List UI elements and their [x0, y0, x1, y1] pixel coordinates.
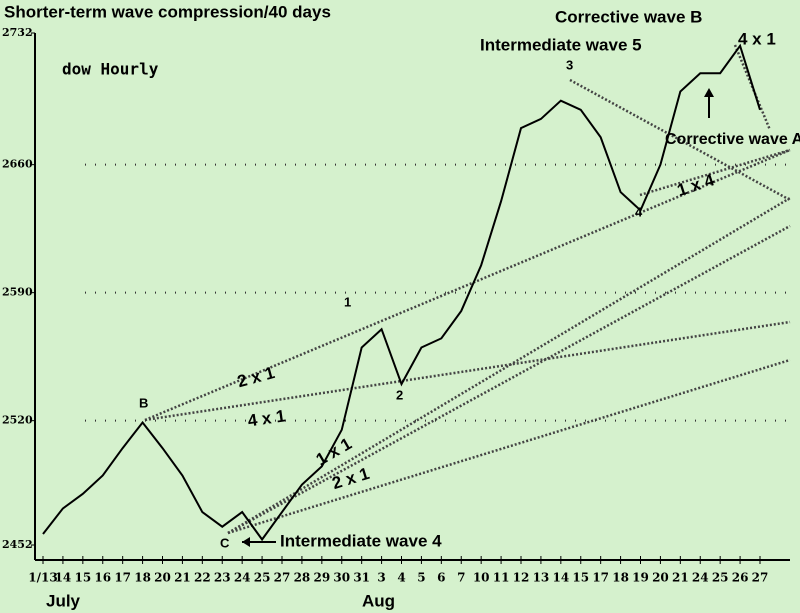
x-tick-label: 26 — [732, 571, 749, 585]
x-tick-label: 19 — [632, 571, 649, 585]
y-tick-label: 2452 — [2, 538, 33, 551]
annotation: Intermediate wave 5 — [480, 35, 642, 54]
wave-label: 4 — [635, 204, 643, 219]
y-tick-label: 2590 — [2, 286, 33, 299]
x-tick-label: 18 — [134, 571, 151, 585]
arrow-head — [242, 537, 250, 547]
x-tick-label: 20 — [652, 571, 669, 585]
x-tick-label: 21 — [174, 571, 191, 585]
wave-label: C — [220, 535, 230, 550]
wave-label: 1 — [344, 294, 351, 309]
x-tick-label: 15 — [572, 571, 589, 585]
wave-label: B — [139, 395, 148, 410]
x-tick-label: 25 — [712, 571, 729, 585]
x-tick-label: 4 — [397, 571, 405, 585]
x-tick-label: 30 — [333, 571, 350, 585]
x-tick-label: 7 — [457, 571, 465, 585]
x-tick-label: 16 — [94, 571, 111, 585]
x-tick-label: 17 — [592, 571, 609, 585]
x-tick-label: 25 — [254, 571, 271, 585]
x-tick-label: 18 — [612, 571, 629, 585]
x-tick-label: 21 — [672, 571, 689, 585]
x-tick-label: 13 — [533, 571, 550, 585]
annotation: Intermediate wave 4 — [280, 531, 442, 550]
x-tick-label: 27 — [274, 571, 291, 585]
x-tick-label: 17 — [114, 571, 131, 585]
x-tick-label: 1/13 — [28, 571, 57, 585]
x-tick-label: 3 — [377, 571, 385, 585]
y-tick-label: 2520 — [2, 414, 33, 427]
x-tick-label: 24 — [692, 571, 709, 585]
x-tick-label: 5 — [417, 571, 425, 585]
x-tick-label: 23 — [214, 571, 231, 585]
x-tick-label: 24 — [234, 571, 251, 585]
fan-line — [144, 148, 791, 422]
x-tick-label: 15 — [74, 571, 91, 585]
x-tick-label: 10 — [473, 571, 490, 585]
chart-title: Shorter-term wave compression/40 days — [4, 2, 331, 21]
x-tick-label: 11 — [493, 571, 510, 585]
x-tick-label: 6 — [437, 571, 445, 585]
wave-label: 2 — [396, 387, 403, 402]
price-line — [42, 43, 761, 542]
fan-line — [569, 78, 791, 202]
annotation: Corrective wave A — [665, 131, 800, 148]
annotation: 4 x 1 — [738, 29, 776, 48]
month-label: Aug — [362, 591, 395, 610]
x-tick-label: 31 — [353, 571, 370, 585]
fan-line — [144, 320, 791, 422]
wave-label: 3 — [566, 57, 573, 72]
x-tick-label: 12 — [513, 571, 530, 585]
month-label: July — [46, 591, 81, 610]
fan-line — [227, 196, 791, 535]
arrow-head — [704, 88, 714, 97]
y-tick-label: 2732 — [2, 26, 33, 39]
fan-line — [227, 224, 791, 535]
x-tick-label: 22 — [194, 571, 211, 585]
annotation: Corrective wave B — [555, 7, 702, 26]
x-tick-label: 14 — [552, 571, 569, 585]
chart-subtitle: dow Hourly — [62, 60, 159, 79]
x-tick-label: 28 — [294, 571, 311, 585]
y-tick-label: 2660 — [2, 158, 33, 171]
x-tick-label: 29 — [313, 571, 330, 585]
x-tick-label: 27 — [752, 571, 769, 585]
x-tick-label: 14 — [55, 571, 72, 585]
x-tick-label: 20 — [154, 571, 171, 585]
